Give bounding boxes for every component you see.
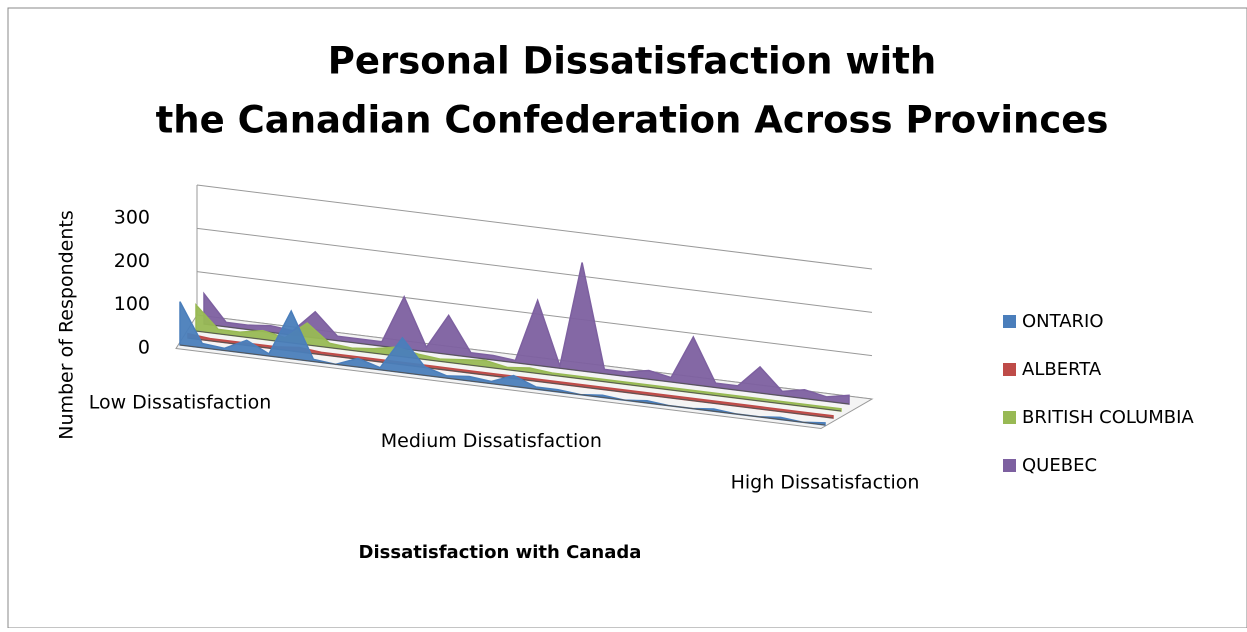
legend-swatch (1003, 315, 1016, 328)
grid-line (196, 184, 873, 270)
legend-label: BRITISH COLUMBIA (1022, 407, 1194, 428)
legend-swatch (1003, 411, 1016, 424)
grid-line (196, 227, 873, 313)
chart-title: Personal Dissatisfaction with (328, 40, 936, 83)
legend-label: ONTARIO (1022, 311, 1104, 332)
x-axis-title: Dissatisfaction with Canada (359, 542, 642, 563)
y-tick-label: 200 (114, 250, 150, 272)
x-tick-label: Low Dissatisfaction (89, 392, 272, 414)
x-tick-label: Medium Dissatisfaction (381, 430, 602, 452)
y-tick-label: 100 (114, 293, 150, 315)
y-axis-title: Number of Respondents (56, 210, 78, 440)
area-base (179, 344, 826, 426)
y-tick-label: 300 (114, 207, 150, 229)
legend-label: ALBERTA (1022, 359, 1102, 380)
x-tick-label: High Dissatisfaction (731, 472, 920, 494)
chart-title: the Canadian Confederation Across Provin… (156, 99, 1109, 142)
y-tick-label: 0 (138, 337, 150, 359)
area (203, 262, 850, 405)
legend-swatch (1003, 363, 1016, 376)
legend-swatch (1003, 459, 1016, 472)
legend-label: QUEBEC (1022, 455, 1097, 476)
